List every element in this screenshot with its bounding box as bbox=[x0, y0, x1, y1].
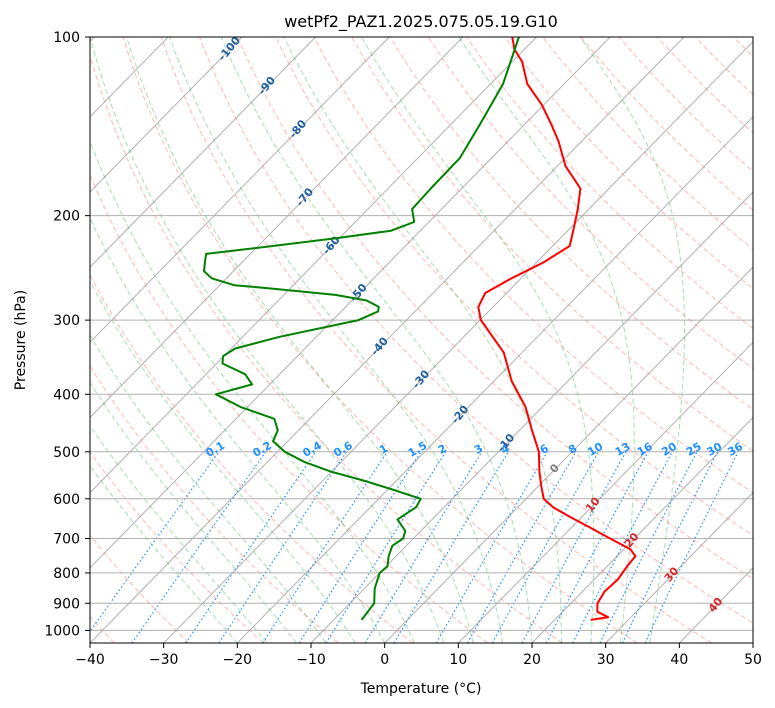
isotherm-line bbox=[310, 191, 753, 643]
y-axis-title: Pressure (hPa) bbox=[13, 290, 29, 390]
moist-adiabat-line bbox=[361, 37, 595, 643]
x-tick-label: −30 bbox=[149, 652, 179, 668]
y-tick-label: 900 bbox=[53, 596, 80, 612]
moist-adiabat-line bbox=[90, 333, 327, 643]
mixing-ratio-line bbox=[521, 451, 627, 643]
y-tick-label: 1000 bbox=[44, 623, 80, 639]
axes: −40 −30 −20 −10 0 10 20 30 40 50 100 200 300 400 500 60… bbox=[44, 30, 762, 668]
moist-adiabat-line bbox=[90, 217, 386, 643]
x-tick-label: 40 bbox=[670, 652, 688, 668]
dry-adiabat-line bbox=[90, 365, 339, 643]
mixing-ratio-lines bbox=[90, 451, 739, 643]
mixing-ratio-line bbox=[466, 451, 577, 643]
plot-area: 0.1 0.2 0.4 0.6 1 1.5 2 3 4 6 8 10 13 16 20 25 30 36-100-… bbox=[90, 37, 753, 643]
isotherm-line bbox=[531, 416, 753, 643]
mixing-ratio-line bbox=[435, 451, 548, 643]
dry-adiabat-line bbox=[580, 37, 753, 211]
y-tick-label: 100 bbox=[53, 30, 80, 46]
x-tick-label: −20 bbox=[223, 652, 253, 668]
dewpoint-profile-line bbox=[203, 37, 520, 621]
y-tick-label: 400 bbox=[53, 387, 80, 403]
moist-adiabat-line bbox=[90, 139, 415, 643]
dry-adiabat-line bbox=[90, 534, 190, 643]
mixing-ratio-line bbox=[364, 451, 483, 643]
x-tick-label: 10 bbox=[449, 652, 467, 668]
dry-adiabat-line bbox=[466, 37, 753, 330]
isotherm-line bbox=[90, 37, 316, 268]
isotherm-line bbox=[605, 491, 753, 643]
isotherm-line bbox=[90, 37, 537, 494]
moist-adiabat-line bbox=[90, 381, 297, 643]
moist-adiabat-line bbox=[90, 37, 445, 643]
dry-adiabat-line bbox=[90, 173, 488, 643]
isotherm-line bbox=[90, 37, 243, 193]
isotherm-line bbox=[90, 37, 390, 344]
y-tick-label: 200 bbox=[53, 209, 80, 225]
mixing-ratio-line bbox=[491, 451, 600, 643]
mixing-ratio-line bbox=[644, 451, 739, 643]
moist-adiabat-line bbox=[90, 465, 238, 643]
dry-adiabat-line bbox=[313, 37, 753, 494]
y-tick-label: 700 bbox=[53, 532, 80, 548]
profile-series bbox=[203, 37, 637, 621]
x-tick-label: −10 bbox=[296, 652, 326, 668]
moist-adiabat-lines bbox=[90, 37, 685, 643]
isotherm-line bbox=[384, 266, 753, 643]
moist-adiabat-line bbox=[579, 37, 685, 643]
mixing-ratio-line bbox=[393, 451, 510, 643]
moist-adiabat-line bbox=[220, 37, 533, 643]
isotherm-lines bbox=[90, 37, 753, 643]
temperature-profile-line bbox=[477, 37, 637, 621]
y-tick-label: 500 bbox=[53, 445, 80, 461]
x-axis-title: Temperature (°C) bbox=[360, 681, 482, 697]
y-tick-label: 300 bbox=[53, 313, 80, 329]
x-tick-label: 50 bbox=[744, 652, 762, 668]
dry-adiabat-line bbox=[122, 37, 638, 643]
mixing-ratio-line bbox=[545, 451, 649, 643]
dry-adiabat-line bbox=[198, 37, 753, 624]
mixing-ratio-line bbox=[298, 451, 422, 643]
dry-adiabat-line bbox=[542, 37, 753, 250]
isotherm-line bbox=[163, 40, 753, 643]
dry-adiabat-line bbox=[160, 37, 712, 643]
moist-adiabat-line bbox=[458, 37, 635, 643]
mixing-ratio-line bbox=[90, 451, 220, 633]
x-tick-label: 30 bbox=[597, 652, 615, 668]
moist-adiabat-line bbox=[283, 37, 562, 643]
x-tick-label: 20 bbox=[523, 652, 541, 668]
mixing-ratio-line bbox=[185, 451, 317, 643]
x-tick-label: 0 bbox=[380, 652, 389, 668]
dry-adiabat-line bbox=[90, 53, 563, 643]
mixing-ratio-line bbox=[131, 451, 267, 643]
moist-adiabat-line bbox=[90, 424, 268, 643]
moist-adiabat-line bbox=[126, 37, 474, 643]
x-tick-label: −40 bbox=[75, 652, 105, 668]
isotherm-line bbox=[236, 116, 753, 643]
isotherm-line bbox=[90, 37, 464, 419]
dry-adiabat-line bbox=[389, 37, 753, 411]
y-tick-label: 600 bbox=[53, 492, 80, 508]
y-tick-label: 800 bbox=[53, 566, 80, 582]
dry-adiabat-line bbox=[90, 273, 414, 643]
plot-frame bbox=[89, 36, 754, 644]
isotherm-line bbox=[90, 37, 685, 643]
dry-adiabat-lines bbox=[90, 37, 753, 643]
dry-adiabat-line bbox=[275, 37, 753, 536]
mixing-ratio-line bbox=[325, 451, 447, 643]
dry-adiabat-line bbox=[427, 37, 753, 370]
dry-adiabat-line bbox=[237, 37, 753, 580]
isotherm-line bbox=[90, 37, 611, 569]
chart-title: wetPf2_PAZ1.2025.075.05.19.G10 bbox=[284, 12, 558, 32]
moist-adiabat-line bbox=[169, 37, 503, 643]
isotherm-line bbox=[457, 341, 753, 643]
